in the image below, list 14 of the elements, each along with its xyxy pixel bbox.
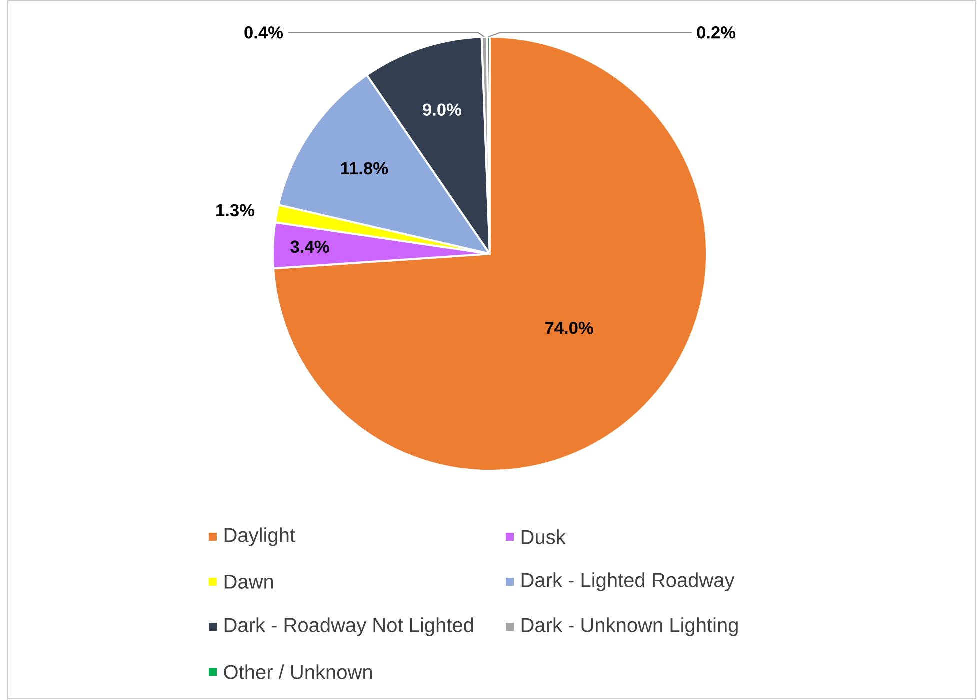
legend-label: Dark - Roadway Not Lighted — [224, 618, 474, 636]
data-label: 11.8% — [341, 162, 388, 175]
data-label: 0.4% — [244, 26, 284, 39]
legend-label: Dark - Unknown Lighting — [522, 618, 738, 636]
data-label: 0.2% — [697, 26, 736, 39]
legend-label: Dark - Lighted Roadway — [522, 572, 735, 592]
data-label: 74.0% — [545, 322, 594, 334]
legend-label: Other / Unknown — [224, 664, 372, 680]
legend-label: Daylight — [224, 528, 296, 546]
data-label: 9.0% — [423, 104, 462, 116]
legend-label: Dusk — [522, 530, 566, 544]
legend-label: Dawn — [224, 575, 274, 589]
data-label: 1.3% — [216, 204, 255, 217]
data-label: 3.4% — [290, 240, 330, 254]
